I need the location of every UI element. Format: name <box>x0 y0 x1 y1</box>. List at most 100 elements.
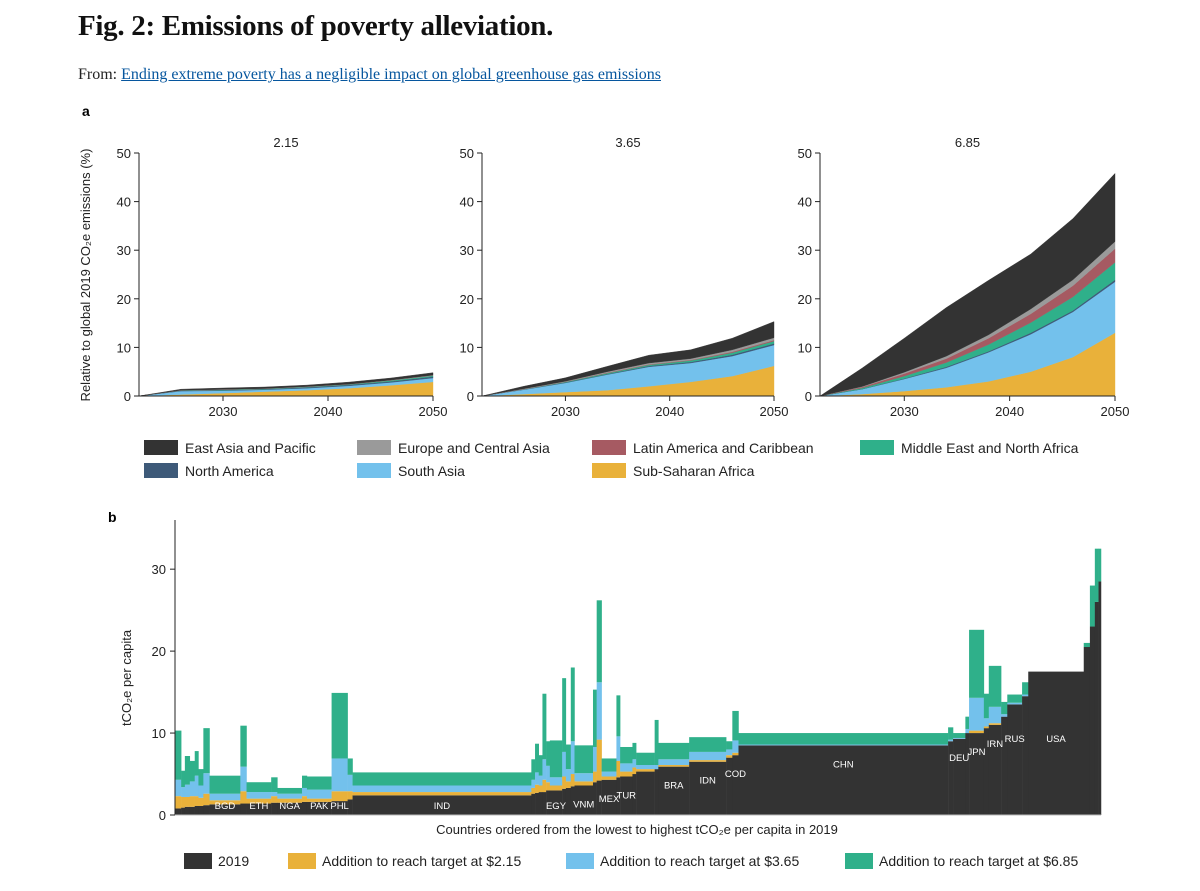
bar-segment-2019 <box>531 793 536 815</box>
legend-swatch-addition-to-reach-target-at-2-15 <box>288 853 316 869</box>
country-bar <box>246 782 272 815</box>
bar-segment-addition-to-reach-target-at-2-15 <box>181 796 186 808</box>
bar-segment-addition-to-reach-target-at-2-15 <box>189 796 195 807</box>
bar-segment-addition-to-reach-target-at-3-65 <box>726 749 733 756</box>
country-bar <box>965 716 970 815</box>
country-bar <box>738 733 949 815</box>
bar-segment-addition-to-reach-target-at-3-65 <box>277 793 303 799</box>
country-bar <box>620 746 633 815</box>
bar-segment-addition-to-reach-target-at-3-65 <box>570 741 575 775</box>
bar-segment-addition-to-reach-target-at-6-85 <box>574 745 594 774</box>
bar-segment-2019 <box>1007 704 1023 816</box>
x-axis-label-b: Countries ordered from the lowest to hig… <box>436 822 838 837</box>
bar-segment-2019 <box>549 790 563 815</box>
article-link[interactable]: Ending extreme poverty has a negligible … <box>121 66 661 83</box>
country-bar <box>331 692 348 815</box>
bar-segment-addition-to-reach-target-at-6-85 <box>620 746 633 764</box>
bar-segment-2019 <box>271 802 278 815</box>
country-bar <box>732 710 739 815</box>
bar-segment-addition-to-reach-target-at-6-85 <box>601 758 617 772</box>
bar-segment-addition-to-reach-target-at-6-85 <box>542 693 547 760</box>
x-tick-label: 2040 <box>655 404 684 419</box>
country-label: USA <box>1046 734 1066 745</box>
x-tick-label: 2030 <box>551 404 580 419</box>
area-panel-title: 6.85 <box>955 135 980 150</box>
bar-segment-addition-to-reach-target-at-2-15 <box>538 785 543 793</box>
bar-segment-addition-to-reach-target-at-2-15 <box>271 796 278 803</box>
country-label: BGD <box>215 801 236 812</box>
bar-segment-2019 <box>1022 696 1029 815</box>
bar-segment-addition-to-reach-target-at-3-65 <box>538 775 543 786</box>
bar-segment-addition-to-reach-target-at-3-65 <box>596 682 602 740</box>
bar-segment-addition-to-reach-target-at-3-65 <box>636 765 655 770</box>
bar-segment-addition-to-reach-target-at-3-65 <box>738 744 949 746</box>
bar-segment-addition-to-reach-target-at-3-65 <box>175 779 182 797</box>
bar-segment-addition-to-reach-target-at-6-85 <box>565 744 572 770</box>
bar-segment-addition-to-reach-target-at-6-85 <box>983 693 990 719</box>
legend-a: East Asia and Pacific North America Europe… <box>144 440 1079 479</box>
bar-segment-addition-to-reach-target-at-3-65 <box>203 773 210 794</box>
legend-label-addition-to-reach-target-at-2-15: Addition to reach target at $2.15 <box>322 853 521 869</box>
bar-segment-2019 <box>198 805 204 815</box>
country-label: MEX <box>599 794 620 805</box>
bar-segment-2019 <box>658 766 690 815</box>
x-tick-label: 2050 <box>1101 404 1130 419</box>
bar-segment-2019 <box>636 771 655 815</box>
bar-segment-addition-to-reach-target-at-6-85 <box>592 689 597 747</box>
country-bar <box>1022 682 1029 815</box>
bar-segment-addition-to-reach-target-at-3-65 <box>189 781 195 797</box>
bar-segment-addition-to-reach-target-at-2-15 <box>302 796 308 802</box>
country-bar <box>1007 694 1023 816</box>
bar-segment-addition-to-reach-target-at-2-15 <box>689 760 727 762</box>
bar-segment-addition-to-reach-target-at-3-65 <box>620 763 633 772</box>
figure-title: Fig. 2: Emissions of poverty alleviation… <box>78 10 554 42</box>
bar-segment-addition-to-reach-target-at-3-65 <box>246 792 272 799</box>
bar-segment-2019 <box>277 802 303 815</box>
y-tick-label: 10 <box>460 340 474 355</box>
bar-segment-addition-to-reach-target-at-3-65 <box>1007 702 1023 705</box>
y-tick-label: 20 <box>152 644 166 659</box>
country-bar <box>616 695 621 815</box>
bar-segment-addition-to-reach-target-at-2-15 <box>240 791 247 804</box>
bar-segment-2019 <box>538 792 543 815</box>
bar-segment-addition-to-reach-target-at-3-65 <box>632 759 637 768</box>
bar-segment-addition-to-reach-target-at-3-65 <box>184 784 191 797</box>
bar-segment-addition-to-reach-target-at-2-15 <box>531 787 536 794</box>
bar-segment-addition-to-reach-target-at-2-15 <box>546 782 551 791</box>
bar-segment-addition-to-reach-target-at-2-15 <box>542 779 547 793</box>
bar-segment-2019 <box>546 790 551 815</box>
bar-segment-addition-to-reach-target-at-6-85 <box>654 719 659 766</box>
country-bar <box>948 727 954 815</box>
bar-segment-addition-to-reach-target-at-6-85 <box>726 741 733 750</box>
bar-segment-addition-to-reach-target-at-3-65 <box>331 758 348 792</box>
bar-segment-addition-to-reach-target-at-6-85 <box>347 758 353 775</box>
country-bar <box>1028 671 1084 815</box>
country-bar <box>654 719 659 815</box>
bar-segment-2019 <box>181 807 186 816</box>
area-east-asia-and-pacific <box>138 372 434 397</box>
bar-segment-addition-to-reach-target-at-3-65 <box>592 746 597 772</box>
bar-segment-addition-to-reach-target-at-3-65 <box>347 774 353 792</box>
bar-segment-addition-to-reach-target-at-2-15 <box>596 739 602 781</box>
country-bar <box>240 725 247 815</box>
bar-segment-addition-to-reach-target-at-6-85 <box>531 759 536 780</box>
panel-label-b: b <box>108 509 117 525</box>
country-bar <box>636 752 655 815</box>
bar-segment-addition-to-reach-target-at-2-15 <box>194 796 199 806</box>
bar-segment-2019 <box>965 733 970 815</box>
bar-segment-addition-to-reach-target-at-3-65 <box>689 751 727 761</box>
bar-segment-addition-to-reach-target-at-3-65 <box>240 766 247 792</box>
bar-segment-addition-to-reach-target-at-2-15 <box>246 798 272 804</box>
bar-segment-addition-to-reach-target-at-2-15 <box>574 781 594 786</box>
bar-segment-addition-to-reach-target-at-6-85 <box>198 769 204 786</box>
legend-swatch-north-america <box>144 463 178 478</box>
bar-segment-addition-to-reach-target-at-6-85 <box>181 770 186 788</box>
bar-segment-addition-to-reach-target-at-6-85 <box>965 716 970 729</box>
legend-label-middle-east-and-north-africa: Middle East and North Africa <box>901 440 1079 456</box>
bar-segment-addition-to-reach-target-at-3-65 <box>549 777 563 786</box>
bar-segment-addition-to-reach-target-at-6-85 <box>732 710 739 741</box>
bar-segment-addition-to-reach-target-at-6-85 <box>302 775 308 788</box>
bar-segment-addition-to-reach-target-at-3-65 <box>198 785 204 798</box>
